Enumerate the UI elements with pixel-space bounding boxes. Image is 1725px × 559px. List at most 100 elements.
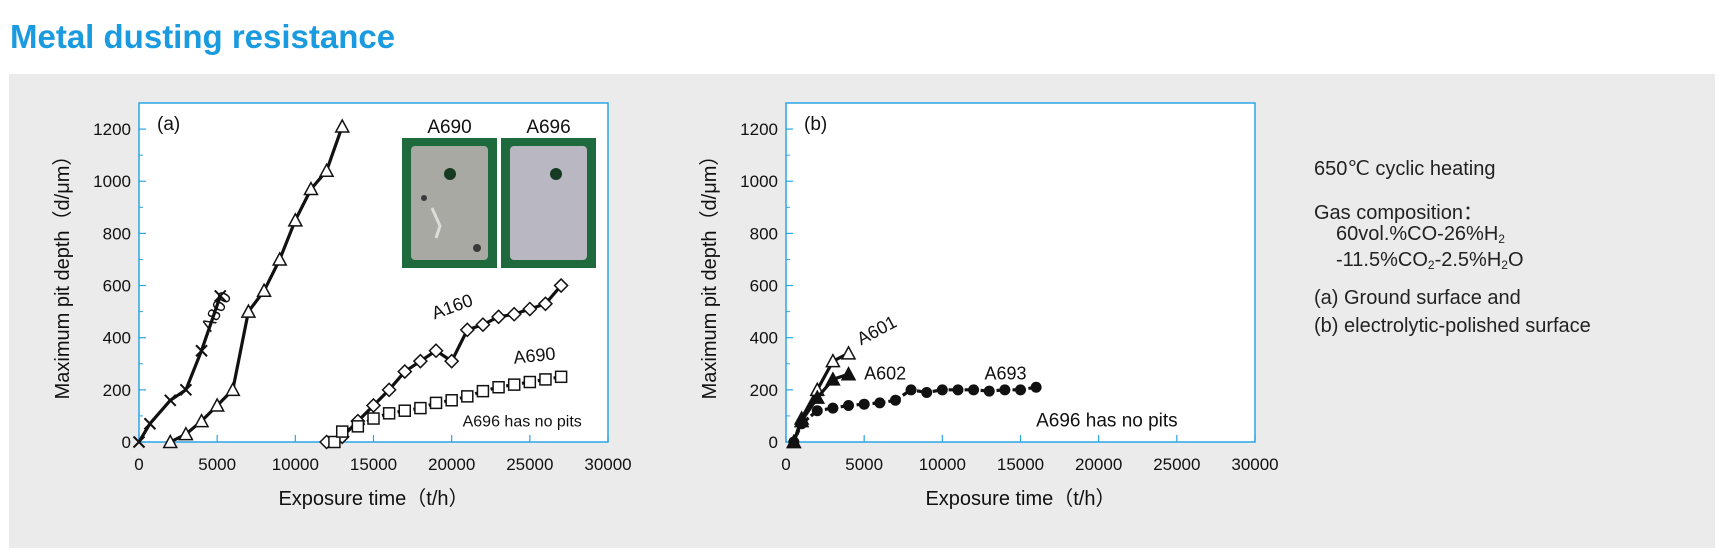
note-heating: 650℃ cyclic heating: [1314, 158, 1496, 180]
marker-cross: [195, 344, 208, 357]
marker-circle: [858, 398, 870, 410]
marker-diamond: [475, 317, 491, 333]
marker-diamond: [553, 277, 569, 294]
y-tick-label: 800: [750, 224, 778, 243]
y-tick-label: 400: [103, 329, 131, 348]
marker-square: [554, 370, 568, 384]
marker-circle: [936, 384, 948, 396]
marker-triangle: [287, 212, 304, 227]
x-tick-label: 20000: [428, 455, 475, 474]
marker-circle: [811, 405, 823, 417]
marker-square: [523, 375, 537, 389]
marker-square: [351, 420, 365, 433]
x-axis-label: Exposure time（t/h）: [925, 487, 1115, 510]
specimen-hole: [444, 168, 456, 180]
series-a160: [162, 118, 350, 449]
note-surface-b: (b) electrolytic-polished surface: [1314, 315, 1591, 337]
series-label: A602: [864, 363, 906, 383]
marker-square: [398, 404, 412, 417]
x-tick-label: 10000: [272, 455, 319, 474]
marker-triangle: [256, 282, 272, 298]
series-label: A693: [985, 363, 1027, 383]
marker-diamond: [459, 322, 475, 338]
marker-triangle: [809, 389, 826, 404]
marker-square: [328, 435, 341, 449]
chart-a: 0 200 400 600 800 1000 1200 0 5000 10000 15000 2000…: [51, 102, 632, 510]
marker-circle: [968, 384, 980, 396]
series-line: [333, 375, 562, 443]
x-tick-label: 25000: [1153, 455, 1200, 474]
photo-label: A690: [427, 117, 471, 138]
series-a800: [132, 289, 227, 449]
marker-diamond: [491, 309, 507, 325]
marker-cross: [179, 383, 193, 397]
marker-diamond: [506, 306, 522, 322]
y-tick-label: 400: [750, 329, 778, 348]
y-tick-label: 200: [103, 381, 131, 400]
marker-cross: [132, 435, 146, 449]
series-a693: [788, 381, 1042, 448]
specimen-coupon: [510, 146, 587, 260]
photo-a696: A696: [501, 117, 596, 268]
marker-square: [461, 390, 474, 403]
specimen-coupon: [411, 146, 488, 260]
note-gas-line1: 60vol.%CO-26%H2: [1336, 223, 1505, 246]
marker-square: [367, 412, 380, 425]
marker-circle: [1015, 384, 1026, 396]
marker-triangle: [318, 162, 335, 178]
marker-diamond: [365, 397, 382, 414]
marker-square: [414, 401, 427, 415]
marker-circle: [905, 384, 917, 396]
marker-circle: [874, 397, 886, 409]
plot-area: [785, 102, 1256, 443]
marker-triangle: [193, 413, 210, 428]
note-gas-line2: -11.5%CO2-2.5%H2O: [1336, 249, 1524, 272]
chart-panel: 0 200 400 600 800 1000 1200 0 5000 10000 15000 2000…: [9, 74, 1715, 548]
y-tick-label: 0: [122, 433, 131, 452]
marker-square: [429, 396, 443, 410]
marker-triangle: [334, 118, 350, 133]
x-tick-label: 25000: [506, 455, 553, 474]
marker-diamond: [412, 353, 428, 369]
y-tick-label: 200: [750, 381, 778, 400]
marker-circle: [983, 385, 995, 397]
marker-circle: [999, 384, 1011, 396]
panel-label: (a): [157, 114, 180, 135]
x-tick-label: 15000: [997, 455, 1044, 474]
marker-triangle: [240, 303, 257, 318]
marker-triangle: [178, 426, 194, 441]
marker-triangle: [162, 433, 179, 449]
chart-b: 0 200 400 600 800 1000 1200 0 5000 10000 15000 2000…: [698, 102, 1279, 510]
note-gas-label: Gas composition：: [1314, 202, 1483, 224]
marker-square: [507, 378, 521, 391]
y-tick-label: 600: [103, 277, 131, 296]
x-tick-label: 5000: [198, 455, 236, 474]
marker-cross: [143, 417, 157, 430]
x-tick-label: 30000: [584, 455, 631, 474]
y-tick-label: 1200: [93, 120, 131, 139]
panel-label: (b): [804, 114, 827, 135]
specimen-hole: [550, 168, 562, 180]
marker-circle: [788, 436, 800, 448]
marker-triangle: [840, 366, 857, 381]
x-tick-label: 20000: [1075, 455, 1122, 474]
photo-a690: A690: [402, 117, 497, 268]
marker-circle: [843, 399, 855, 411]
y-axis-label: Maximum pit depth（d/μm）: [698, 146, 721, 400]
y-tick-label: 600: [750, 277, 778, 296]
marker-triangle: [209, 397, 225, 412]
marker-circle: [921, 386, 933, 398]
y-axis-label: Maximum pit depth（d/μm）: [51, 146, 74, 400]
marker-diamond: [537, 296, 554, 312]
marker-diamond: [522, 301, 538, 317]
marker-circle: [952, 384, 964, 396]
y-tick-label: 0: [769, 433, 778, 452]
marker-circle: [796, 418, 808, 430]
marker-square: [539, 373, 552, 386]
marker-circle: [827, 402, 839, 414]
note-surface-a: (a) Ground surface and: [1314, 287, 1521, 309]
marker-diamond: [381, 382, 397, 398]
y-tick-label: 1200: [740, 120, 778, 139]
marker-cross: [164, 394, 177, 407]
